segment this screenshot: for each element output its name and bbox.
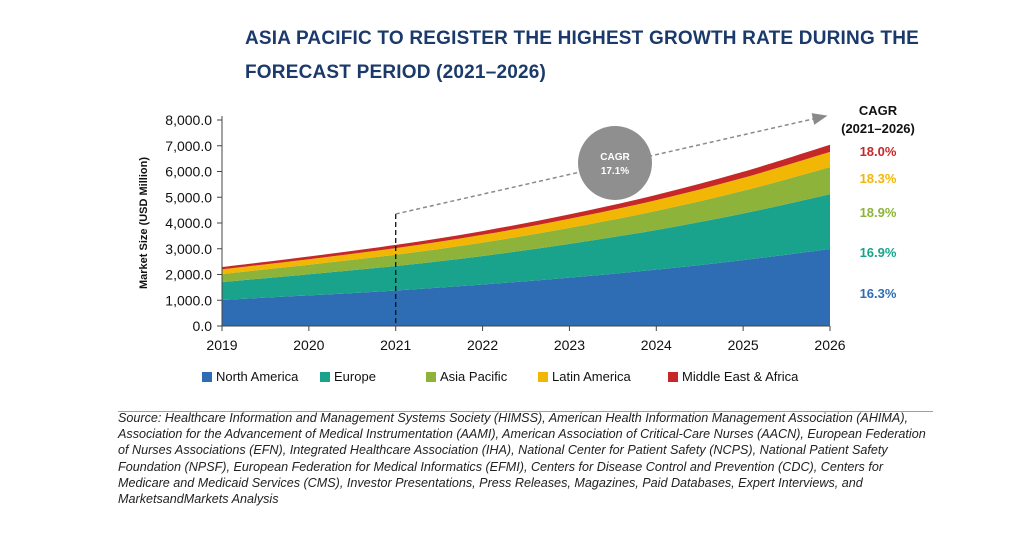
area-series-group	[222, 144, 830, 326]
y-tick-label: 1,000.0	[165, 292, 212, 308]
cagr-label-asia-pacific: 18.9%	[860, 205, 897, 220]
legend-label-europe: Europe	[334, 369, 376, 384]
cagr-bubble-label: CAGR	[600, 152, 630, 163]
legend-label-latin-america: Latin America	[552, 369, 632, 384]
cagr-bubble-value: 17.1%	[601, 166, 629, 177]
chart-area: 0.0 1,000.0 2,000.0 3,000.0 4,000.0 5,000.0 6,…	[138, 103, 915, 384]
axes-group: 0.0 1,000.0 2,000.0 3,000.0 4,000.0 5,000.0 6,…	[138, 112, 846, 353]
cagr-label-north-america: 16.3%	[860, 286, 897, 301]
y-tick-label: 3,000.0	[165, 241, 212, 257]
cagr-header-line1: CAGR	[859, 103, 898, 118]
x-tick-label: 2022	[467, 337, 498, 353]
x-tick-label: 2026	[814, 337, 845, 353]
x-tick-label: 2019	[206, 337, 237, 353]
area-europe	[222, 194, 830, 300]
x-tick-label: 2023	[554, 337, 585, 353]
legend-swatch-asia-pacific	[426, 372, 436, 382]
cagr-label-europe: 16.9%	[860, 245, 897, 260]
y-tick-label: 8,000.0	[165, 112, 212, 128]
cagr-header-line2: (2021–2026)	[841, 121, 915, 136]
legend-label-north-america: North America	[216, 369, 299, 384]
legend-swatch-latin-america	[538, 372, 548, 382]
y-tick-label: 5,000.0	[165, 189, 212, 205]
x-tick-label: 2020	[293, 337, 324, 353]
legend-swatch-europe	[320, 372, 330, 382]
cagr-labels: CAGR (2021–2026) 16.3% 16.9% 18.9% 18.3% 18.0%	[841, 103, 915, 301]
y-axis-title: Market Size (USD Million)	[138, 157, 150, 289]
source-divider	[118, 411, 933, 412]
y-tick-label: 4,000.0	[165, 215, 212, 231]
cagr-label-middle-east-africa: 18.0%	[860, 144, 897, 159]
x-tick-label: 2021	[380, 337, 411, 353]
y-tick-label: 6,000.0	[165, 164, 212, 180]
y-tick-label: 7,000.0	[165, 138, 212, 154]
y-tick-label: 2,000.0	[165, 267, 212, 283]
legend-label-asia-pacific: Asia Pacific	[440, 369, 508, 384]
source-text: Source: Healthcare Information and Manag…	[118, 411, 926, 507]
area-north-america	[222, 249, 830, 326]
legend-swatch-north-america	[202, 372, 212, 382]
legend: North America Europe Asia Pacific Latin Ame…	[202, 369, 799, 384]
cagr-bubble	[578, 126, 652, 200]
x-tick-label: 2024	[641, 337, 672, 353]
legend-swatch-middle-east-africa	[668, 372, 678, 382]
y-tick-label: 0.0	[193, 318, 213, 334]
x-tick-label: 2025	[728, 337, 759, 353]
cagr-label-latin-america: 18.3%	[860, 171, 897, 186]
legend-label-middle-east-africa: Middle East & Africa	[682, 369, 799, 384]
annotation-group: CAGR 17.1%	[395, 113, 828, 326]
chart-title: ASIA PACIFIC TO REGISTER THE HIGHEST GRO…	[245, 28, 919, 83]
area-asia-pacific	[222, 167, 830, 282]
